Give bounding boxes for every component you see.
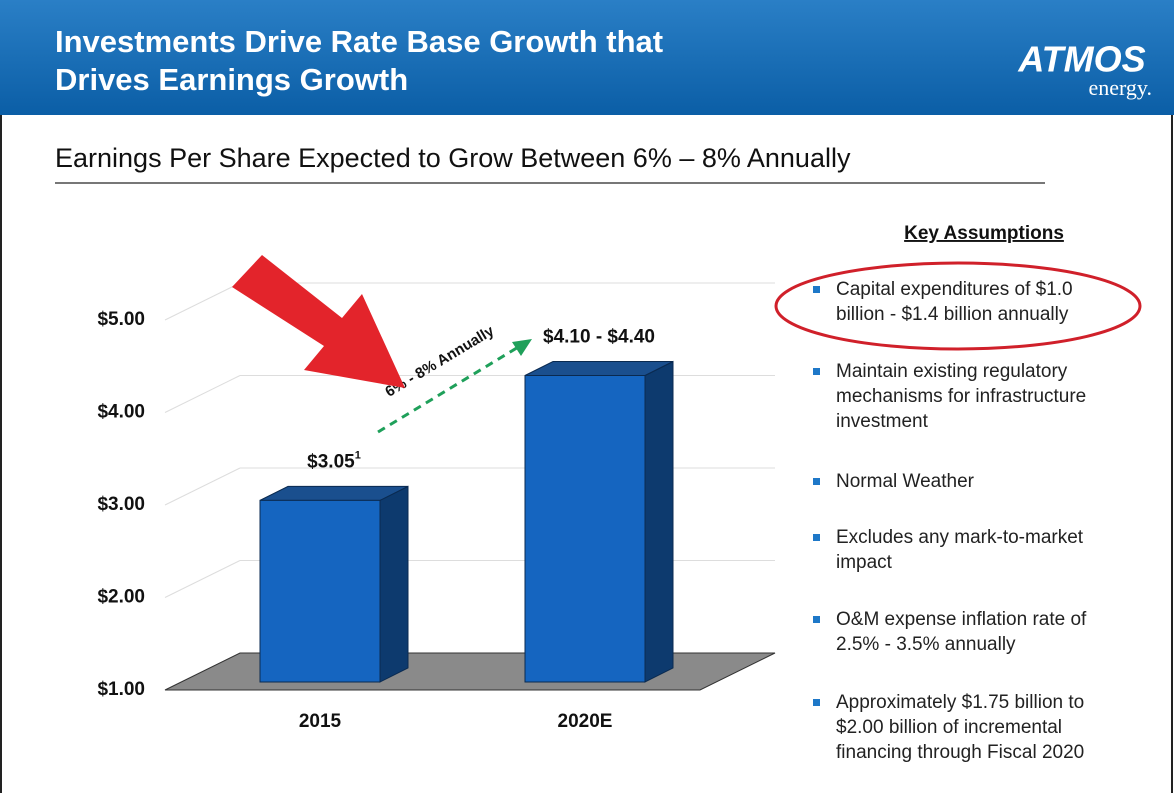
highlight-ellipse xyxy=(774,261,1142,351)
bullet-list: Capital expenditures of $1.0 billion - $1… xyxy=(813,279,1087,763)
grid-line xyxy=(164,375,241,413)
chart: $1.00 $2.00 $3.00 $4.00 $5.00 $3.051 2015 $4.10… xyxy=(97,282,776,732)
bullet xyxy=(813,478,820,485)
bullet-text: $2.00 billion of incremental xyxy=(836,717,1062,738)
logo-name: ATMOS xyxy=(1017,39,1145,80)
header-title: Drives Earnings Growth xyxy=(55,62,408,97)
grid-line xyxy=(164,467,241,506)
value-label-text: $3.05 xyxy=(307,451,355,472)
value-label: $3.051 xyxy=(307,449,361,472)
bullet-text: Maintain existing regulatory xyxy=(836,361,1068,382)
header-band xyxy=(0,0,1174,115)
bar-side xyxy=(379,485,409,683)
assumptions-heading: Key Assumptions xyxy=(904,223,1064,244)
y-tick-label: $3.00 xyxy=(97,494,145,515)
bullet-text: 2.5% - 3.5% annually xyxy=(836,634,1016,655)
bullet-text: billion - $1.4 billion annually xyxy=(836,304,1069,325)
grid-line xyxy=(164,560,241,598)
bar xyxy=(524,375,646,683)
value-label-text: $4.10 - $4.40 xyxy=(543,327,655,348)
subtitle: Earnings Per Share Expected to Grow Betw… xyxy=(55,143,851,173)
grid-line xyxy=(164,282,241,321)
bullet-text: mechanisms for infrastructure xyxy=(836,386,1086,407)
bullet xyxy=(813,368,820,375)
bullet xyxy=(813,534,820,541)
y-tick-label: $4.00 xyxy=(97,402,145,423)
logo-tagline: energy. xyxy=(1088,75,1152,100)
bullet xyxy=(813,616,820,623)
bar xyxy=(259,499,381,683)
bullet xyxy=(813,286,820,293)
red-arrow xyxy=(232,255,405,388)
value-label: $4.10 - $4.40 xyxy=(543,327,655,348)
bullet-text: impact xyxy=(836,552,893,573)
bullet-text: O&M expense inflation rate of xyxy=(836,609,1087,630)
footnote-mark: 1 xyxy=(355,449,361,461)
y-tick-label: $5.00 xyxy=(97,309,145,330)
bullet-text: investment xyxy=(836,411,929,432)
floor xyxy=(164,652,776,691)
bullet-text: Excludes any mark-to-market xyxy=(836,527,1084,548)
bullet-text: financing through Fiscal 2020 xyxy=(836,742,1084,763)
bullet xyxy=(813,699,820,706)
bar-side xyxy=(644,360,674,683)
bullet-text: Capital expenditures of $1.0 xyxy=(836,279,1073,300)
x-tick-label: 2015 xyxy=(299,711,342,732)
bullet-text: Normal Weather xyxy=(836,471,975,492)
header-title: Investments Drive Rate Base Growth that xyxy=(55,24,663,59)
x-tick-label: 2020E xyxy=(558,711,613,732)
growth-arrow-head xyxy=(512,339,532,356)
y-tick-label: $1.00 xyxy=(97,679,145,700)
bullet-text: Approximately $1.75 billion to xyxy=(836,692,1084,713)
y-tick-label: $2.00 xyxy=(97,587,145,608)
